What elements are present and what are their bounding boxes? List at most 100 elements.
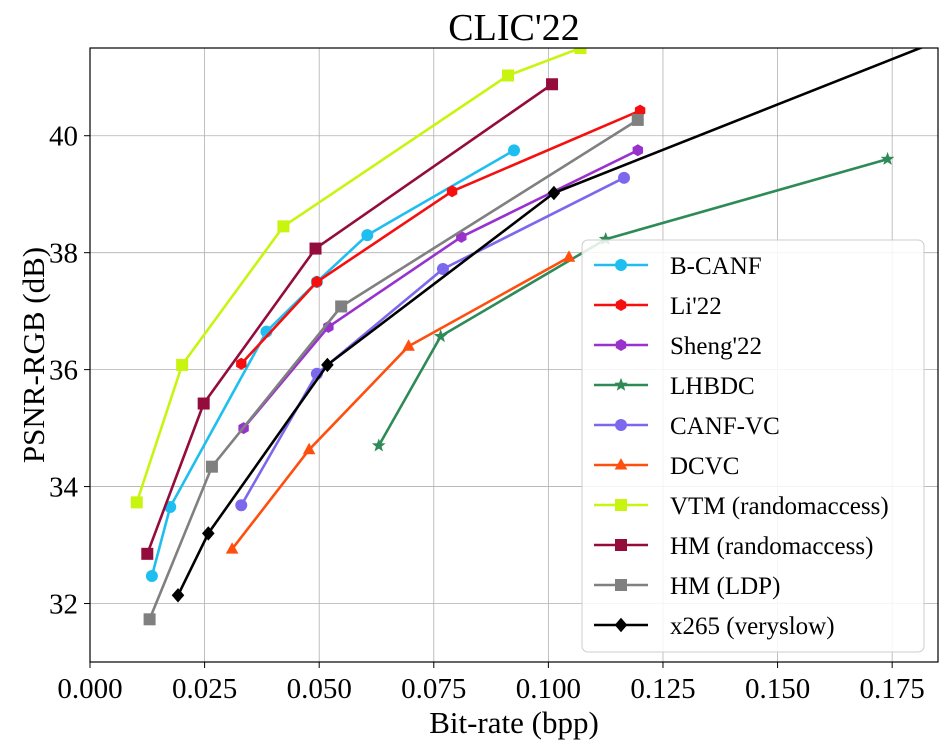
data-point-dcvc [402, 339, 415, 351]
legend-label: Sheng'22 [670, 333, 762, 360]
data-point-lhbdc [371, 438, 386, 452]
x-tick-label: 0.125 [630, 673, 695, 705]
legend-label: HM (randomaccess) [670, 533, 873, 560]
x-tick-label: 0.000 [57, 673, 122, 705]
data-point-hm-ldp [631, 113, 644, 126]
data-point-b-canf [145, 570, 158, 583]
x-tick-label: 0.150 [745, 673, 810, 705]
series-x265-veryslow [171, 48, 938, 603]
series-li-22 [236, 104, 646, 370]
data-point-x265-veryslow [202, 526, 215, 541]
y-tick-label: 40 [49, 121, 78, 153]
x-tick-label: 0.050 [287, 673, 352, 705]
data-point-li-22 [236, 357, 247, 370]
data-point-canf-vc [436, 263, 449, 276]
data-point-vtm-randomaccess [502, 69, 515, 82]
legend-swatch-marker [615, 419, 627, 431]
legend-swatch-marker [614, 377, 628, 391]
legend-entry-canf-vc: CANF-VC [594, 413, 780, 440]
data-point-x265-veryslow [321, 357, 334, 373]
legend-label: DCVC [670, 453, 739, 480]
legend-entry-li-22: Li'22 [594, 293, 722, 320]
series-b-canf [145, 144, 520, 583]
data-point-canf-vc [235, 499, 248, 512]
legend-swatch-marker [615, 339, 627, 351]
data-point-hm-ldp [205, 460, 218, 473]
legend-label: VTM (randomaccess) [670, 493, 889, 520]
y-tick-label: 38 [49, 238, 78, 270]
data-point-dcvc [225, 542, 239, 554]
legend-swatch-marker [615, 499, 627, 511]
y-tick-label: 32 [49, 589, 78, 621]
data-point-vtm-randomaccess [130, 496, 143, 509]
legend-entry-hm-randomaccess: HM (randomaccess) [594, 533, 873, 560]
data-point-vtm-randomaccess [277, 220, 290, 233]
series-line-vtm-randomaccess [135, 48, 581, 503]
legend-swatch-marker [615, 299, 627, 311]
legend-label: Li'22 [670, 293, 722, 320]
legend-label: HM (LDP) [670, 573, 780, 600]
legend-label: x265 (veryslow) [670, 613, 835, 640]
legend-entry-lhbdc: LHBDC [594, 373, 755, 400]
legend-label: B-CANF [670, 253, 762, 280]
series-line-hm-ldp [148, 118, 639, 620]
series-line-dcvc [231, 256, 570, 550]
data-point-li-22 [634, 104, 646, 117]
legend-entry-hm-ldp: HM (LDP) [594, 573, 780, 600]
y-tick-label: 36 [49, 355, 78, 387]
data-point-lhbdc [598, 232, 613, 245]
series-canf-vc [235, 171, 631, 512]
data-point-lhbdc [880, 151, 895, 165]
x-tick-label: 0.175 [860, 673, 925, 705]
legend-box [581, 239, 925, 653]
legend-entry-vtm-randomaccess: VTM (randomaccess) [594, 493, 889, 520]
legend-label: CANF-VC [670, 413, 780, 440]
data-point-sheng-22 [632, 144, 643, 157]
data-point-lhbdc [433, 329, 448, 343]
legend-entry-x265-veryslow: x265 (veryslow) [594, 613, 835, 640]
data-point-hm-ldp [143, 613, 156, 626]
series-lhbdc [371, 151, 895, 452]
data-point-canf-vc [618, 171, 631, 184]
plot-frame [89, 47, 939, 663]
legend-entry-sheng-22: Sheng'22 [594, 333, 762, 360]
legend-swatch-marker [614, 458, 628, 470]
data-point-hm-randomaccess [141, 547, 154, 560]
legend-swatch-marker [615, 579, 627, 591]
legend: B-CANF Li'22 Sheng'22 LHBDC CANF-VC DCVC VTM (… [581, 239, 925, 653]
series-line-lhbdc [377, 157, 888, 447]
series-hm-ldp [143, 113, 644, 626]
chart-title: CLIC'22 [448, 7, 579, 49]
data-point-hm-randomaccess [197, 397, 210, 410]
data-point-li-22 [446, 185, 458, 198]
y-axis-title: PSNR-RGB (dB) [16, 247, 51, 463]
legend-entry-dcvc: DCVC [594, 453, 739, 480]
series-line-hm-randomaccess [146, 83, 553, 555]
data-point-li-22 [311, 275, 323, 288]
legend-label: LHBDC [670, 373, 755, 400]
data-point-vtm-randomaccess [574, 48, 587, 54]
x-tick-label: 0.025 [172, 673, 237, 705]
data-point-dcvc [562, 250, 576, 262]
series-dcvc [225, 250, 576, 554]
series-line-b-canf [150, 149, 515, 577]
data-point-x265-veryslow [171, 588, 185, 603]
series-line-li-22 [240, 109, 641, 365]
legend-swatch-marker [615, 259, 627, 271]
series-layer [130, 48, 938, 626]
ticks: 0.000 0.025 0.050 0.075 0.100 0.125 0.150 0.175… [49, 121, 925, 705]
series-vtm-randomaccess [130, 48, 587, 509]
y-tick-label: 34 [49, 472, 79, 504]
x-tick-label: 0.100 [516, 673, 581, 705]
x-tick-label: 0.075 [401, 673, 466, 705]
data-point-hm-randomaccess [546, 78, 559, 91]
data-point-x265-veryslow [937, 48, 938, 49]
data-point-b-canf [361, 229, 374, 242]
data-point-hm-randomaccess [309, 242, 322, 255]
legend-swatch-marker [615, 539, 627, 551]
x-axis-title: Bit-rate (bpp) [429, 705, 599, 740]
series-hm-randomaccess [141, 78, 559, 560]
data-point-dcvc [302, 442, 316, 455]
series-line-canf-vc [240, 176, 625, 506]
